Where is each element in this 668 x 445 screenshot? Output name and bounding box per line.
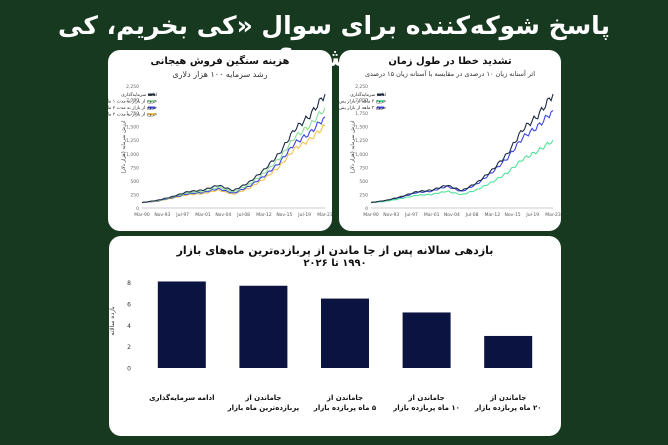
y-tick-label: 500 xyxy=(130,179,139,185)
category-label: جاماندن از xyxy=(326,394,363,402)
chart-title: بازدهی سالانه پس از جا ماندن از پربازده‌… xyxy=(176,244,494,257)
bar xyxy=(157,281,206,368)
category-label: پربازده‌ترین ماه بازار xyxy=(227,404,300,412)
category-label: جاماندن از xyxy=(408,394,445,402)
y-tick-label: 2,250 xyxy=(355,84,368,90)
x-tick-label: Jul-97 xyxy=(404,212,418,218)
y-axis-label: ارزش سرمایه (هزار دلار) xyxy=(350,121,356,174)
x-tick-label: Jul-08 xyxy=(465,212,479,218)
x-tick-label: Mar-12 xyxy=(485,212,501,218)
y-tick-label: 250 xyxy=(359,192,368,198)
x-tick-label: Mar-90 xyxy=(134,212,150,218)
headline: پاسخ شوکه‌کننده برای سوال «کی بخریم، کی … xyxy=(58,11,610,72)
chart-subtitle: اثر آستانه زیان ۱۰ درصدی در مقایسه با آس… xyxy=(364,70,536,78)
y-tick-label: 0 xyxy=(127,366,131,373)
legend-label: خروج ۳ ماهه از بازار پس از افت ۱۰ درصدی xyxy=(339,99,386,105)
y-tick-label: 500 xyxy=(359,179,368,185)
chart-subtitle: رشد سرمایه ۱۰۰ هزار دلاری xyxy=(172,70,268,79)
y-tick-label: 0 xyxy=(365,206,368,212)
series-line xyxy=(370,93,554,204)
x-tick-label: Nov-93 xyxy=(154,212,170,218)
chart-title: هزینه سنگین فروش هیجانی xyxy=(150,56,290,67)
y-tick-label: 8 xyxy=(127,280,131,287)
y-tick-label: 1,750 xyxy=(355,111,368,117)
series-line xyxy=(141,107,326,203)
x-tick-label: Mar-01 xyxy=(424,212,440,218)
bar xyxy=(321,298,369,368)
y-tick-label: 1,250 xyxy=(355,138,368,144)
y-axis-label: ارزش سرمایه (هزار دلار) xyxy=(121,121,127,174)
legend-label: خروج ۳ ماهه از بازار پس از افت ۱۵ درصدی xyxy=(339,105,386,111)
y-tick-label: 2,000 xyxy=(355,98,368,104)
x-tick-label: Nov-15 xyxy=(276,212,292,218)
legend-label: خروج از بازار به مدت ۱ ماه xyxy=(108,100,157,105)
y-tick-label: 1,250 xyxy=(126,138,139,144)
y-tick-label: 1,500 xyxy=(355,125,368,131)
bar xyxy=(402,312,451,368)
legend-label: ادامه سرمایه‌گذاری xyxy=(121,91,157,98)
y-tick-label: 4 xyxy=(127,323,131,330)
legend-label: خروج از بازار به مدت ۲ ماه xyxy=(108,106,157,111)
category-label: ۱۰ ماه پربازده بازار xyxy=(392,404,460,412)
y-tick-label: 2,250 xyxy=(126,84,139,90)
y-tick-label: 1,750 xyxy=(126,111,139,117)
series-line xyxy=(141,116,326,204)
chart-title: تشدید خطا در طول زمان xyxy=(388,56,512,67)
x-tick-label: Jul-97 xyxy=(175,212,189,218)
bar xyxy=(484,335,533,368)
x-tick-label: Nov-93 xyxy=(383,212,399,218)
category-label: ادامه سرمایه‌گذاری xyxy=(149,393,214,402)
series-line xyxy=(370,139,554,203)
y-tick-label: 2,000 xyxy=(126,98,139,104)
bar-chart-annual-returns: 0 2 4 6 8 بازده سالانه ادامه سرمایه‌گذاری جامان… xyxy=(109,280,542,412)
chart-panel-emotional-selling: هزینه سنگین فروش هیجانی رشد سرمایه ۱۰۰ ه… xyxy=(108,50,332,231)
x-tick-label: Nov-04 xyxy=(215,212,231,218)
x-tick-label: Mar-23 xyxy=(317,212,332,218)
y-tick-label: 6 xyxy=(127,301,131,308)
x-tick-label: Jul-19 xyxy=(525,212,539,218)
series-line xyxy=(141,93,326,204)
x-tick-label: Jul-08 xyxy=(236,212,250,218)
x-tick-label: Mar-12 xyxy=(256,212,272,218)
x-tick-label: Mar-23 xyxy=(545,212,561,218)
bar xyxy=(239,285,288,368)
x-tick-label: Jul-19 xyxy=(297,212,311,218)
series-line xyxy=(142,124,326,204)
category-label: جاماندن از xyxy=(244,394,281,402)
y-tick-label: 750 xyxy=(130,165,139,171)
y-tick-label: 0 xyxy=(136,206,139,212)
chart-panel-annual-returns: بازدهی سالانه پس از جا ماندن از پربازده‌… xyxy=(109,236,561,436)
y-axis-label: بازده سالانه xyxy=(109,306,116,336)
category-label: ۵ ماه پربازده بازار xyxy=(313,404,377,412)
chart-panel-error-over-time: تشدید خطا در طول زمان اثر آستانه زیان ۱۰… xyxy=(339,50,561,231)
line-chart-emotional-selling: 0 250 500 750 1,000 1,250 1,500 1,750 2,000 2,250… xyxy=(108,84,332,218)
y-tick-label: 1,500 xyxy=(126,125,139,131)
y-tick-label: 750 xyxy=(359,165,368,171)
y-tick-label: 1,000 xyxy=(355,152,368,158)
y-tick-label: 2 xyxy=(127,344,131,351)
x-tick-label: Mar-90 xyxy=(363,212,379,218)
category-label: جاماندن از xyxy=(489,394,526,402)
x-tick-label: Mar-01 xyxy=(195,212,211,218)
y-tick-label: 1,000 xyxy=(126,152,139,158)
legend-label: ادامه سرمایه‌گذاری xyxy=(350,91,386,98)
chart-subtitle: ۱۹۹۰ تا ۲۰۲۶ xyxy=(303,258,367,269)
y-tick-label: 250 xyxy=(130,192,139,198)
x-tick-label: Nov-15 xyxy=(505,212,521,218)
x-tick-label: Nov-04 xyxy=(444,212,460,218)
line-chart-error-over-time: 0 250 500 750 1,000 1,250 1,500 1,750 2,000 2,250… xyxy=(339,84,561,218)
category-label: ۲۰ ماه پربازده بازار xyxy=(474,404,542,412)
legend-label: خروج از بازار به مدت ۳ ماه xyxy=(108,112,157,118)
